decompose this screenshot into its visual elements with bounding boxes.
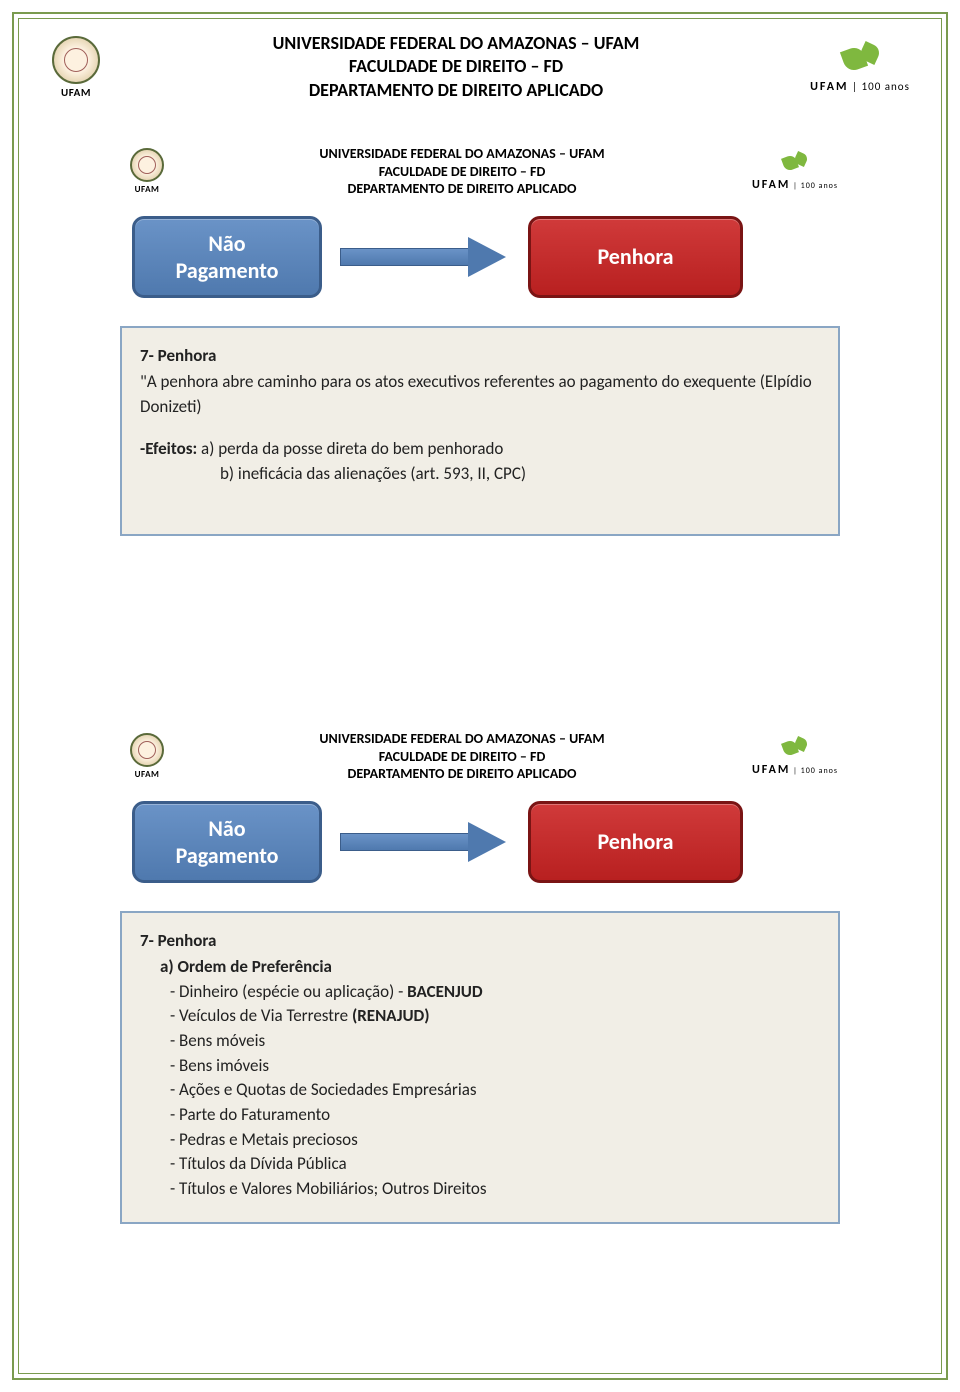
ufam-emblem-left: UFAM [40,36,112,99]
slide-emblem: UFAM [120,733,174,780]
leaf-icon [777,150,813,178]
flow-row-1: Não Pagamento Penhora [132,216,840,298]
page-header-line3: DEPARTAMENTO DE DIREITO APLICADO [112,79,800,102]
ufam-100-bold: UFAM [810,80,848,94]
slide-header-line1: UNIVERSIDADE FEDERAL DO AMAZONAS – UFAM [174,145,750,163]
effect-b: b) ineficácia das alienações (art. 593, … [220,462,820,487]
list-item: - Bens imóveis [170,1054,820,1079]
slide-1-effects-line: -Efeitos: a) perda da posse direta do be… [140,437,820,462]
ufam-100-suffix: | 100 anos [790,181,838,191]
box-blue-line2: Pagamento [176,842,279,869]
slide-1-header: UFAM UNIVERSIDADE FEDERAL DO AMAZONAS – … [120,145,840,198]
box-blue-line1: Não [176,815,279,842]
emblem-label: UFAM [40,86,112,99]
list-item: - Dinheiro (espécie ou aplicação) - BACE… [170,980,820,1005]
page-header-line1: UNIVERSIDADE FEDERAL DO AMAZONAS – UFAM [112,32,800,55]
slide-ufam-100: UFAM | 100 anos [750,150,840,192]
slide-header-text: UNIVERSIDADE FEDERAL DO AMAZONAS – UFAM … [174,145,750,198]
box-blue-line2: Pagamento [176,257,279,284]
slide-2-header: UFAM UNIVERSIDADE FEDERAL DO AMAZONAS – … [120,730,840,783]
slide-header-line2: FACULDADE DE DIREITO – FD [174,748,750,766]
box-nao-pagamento: Não Pagamento [132,801,322,883]
ufam-100-text: UFAM | 100 anos [800,80,920,94]
ufam-100-logo: UFAM | 100 anos [800,40,920,94]
leaf-icon [835,40,885,80]
list-item: - Veículos de Via Terrestre (RENAJUD) [170,1004,820,1029]
slide-header-line2: FACULDADE DE DIREITO – FD [174,163,750,181]
list-item: - Títulos e Valores Mobiliários; Outros … [170,1177,820,1202]
emblem-icon [130,733,164,767]
ufam-100-text: UFAM | 100 anos [750,178,840,192]
page-header-line2: FACULDADE DE DIREITO – FD [112,55,800,78]
slide-1-content: 7- Penhora "A penhora abre caminho para … [120,326,840,536]
slide-1-quote: "A penhora abre caminho para os atos exe… [140,370,820,419]
slide-1-title: 7- Penhora [140,344,820,369]
slide-header-line1: UNIVERSIDADE FEDERAL DO AMAZONAS – UFAM [174,730,750,748]
ufam-100-bold: UFAM [752,763,790,777]
box-penhora: Penhora [528,216,743,298]
slide-1: UFAM UNIVERSIDADE FEDERAL DO AMAZONAS – … [120,145,840,536]
list-item: - Bens móveis [170,1029,820,1054]
list-item: - Títulos da Dívida Pública [170,1152,820,1177]
slide-2-items: - Dinheiro (espécie ou aplicação) - BACE… [140,980,820,1202]
effect-a: a) perda da posse direta do bem penhorad… [197,438,503,459]
ufam-100-bold: UFAM [752,178,790,192]
slide-header-text: UNIVERSIDADE FEDERAL DO AMAZONAS – UFAM … [174,730,750,783]
flow-row-2: Não Pagamento Penhora [132,801,840,883]
list-item: - Parte do Faturamento [170,1103,820,1128]
emblem-icon [130,148,164,182]
emblem-icon [52,36,100,84]
box-red-label: Penhora [597,243,673,270]
arrow-icon [340,237,510,277]
box-penhora: Penhora [528,801,743,883]
box-red-label: Penhora [597,828,673,855]
list-item: - Pedras e Metais preciosos [170,1128,820,1153]
page-header: UFAM UNIVERSIDADE FEDERAL DO AMAZONAS – … [40,32,920,102]
emblem-label: UFAM [120,769,174,780]
slide-2-subtitle: a) Ordem de Preferência [160,955,820,980]
ufam-100-suffix: | 100 anos [790,766,838,776]
list-item: - Ações e Quotas de Sociedades Empresári… [170,1078,820,1103]
box-nao-pagamento: Não Pagamento [132,216,322,298]
page-header-text: UNIVERSIDADE FEDERAL DO AMAZONAS – UFAM … [112,32,800,102]
slide-header-line3: DEPARTAMENTO DE DIREITO APLICADO [174,180,750,198]
slide-2: UFAM UNIVERSIDADE FEDERAL DO AMAZONAS – … [120,730,840,1224]
effects-label: -Efeitos: [140,438,197,459]
slide-header-line3: DEPARTAMENTO DE DIREITO APLICADO [174,765,750,783]
box-blue-line1: Não [176,230,279,257]
slide-ufam-100: UFAM | 100 anos [750,735,840,777]
ufam-100-suffix: | 100 anos [849,80,910,93]
leaf-icon [777,735,813,763]
arrow-icon [340,822,510,862]
ufam-100-text: UFAM | 100 anos [750,763,840,777]
slide-2-content: 7- Penhora a) Ordem de Preferência - Din… [120,911,840,1224]
slide-emblem: UFAM [120,148,174,195]
slide-2-title: 7- Penhora [140,929,820,954]
emblem-label: UFAM [120,184,174,195]
